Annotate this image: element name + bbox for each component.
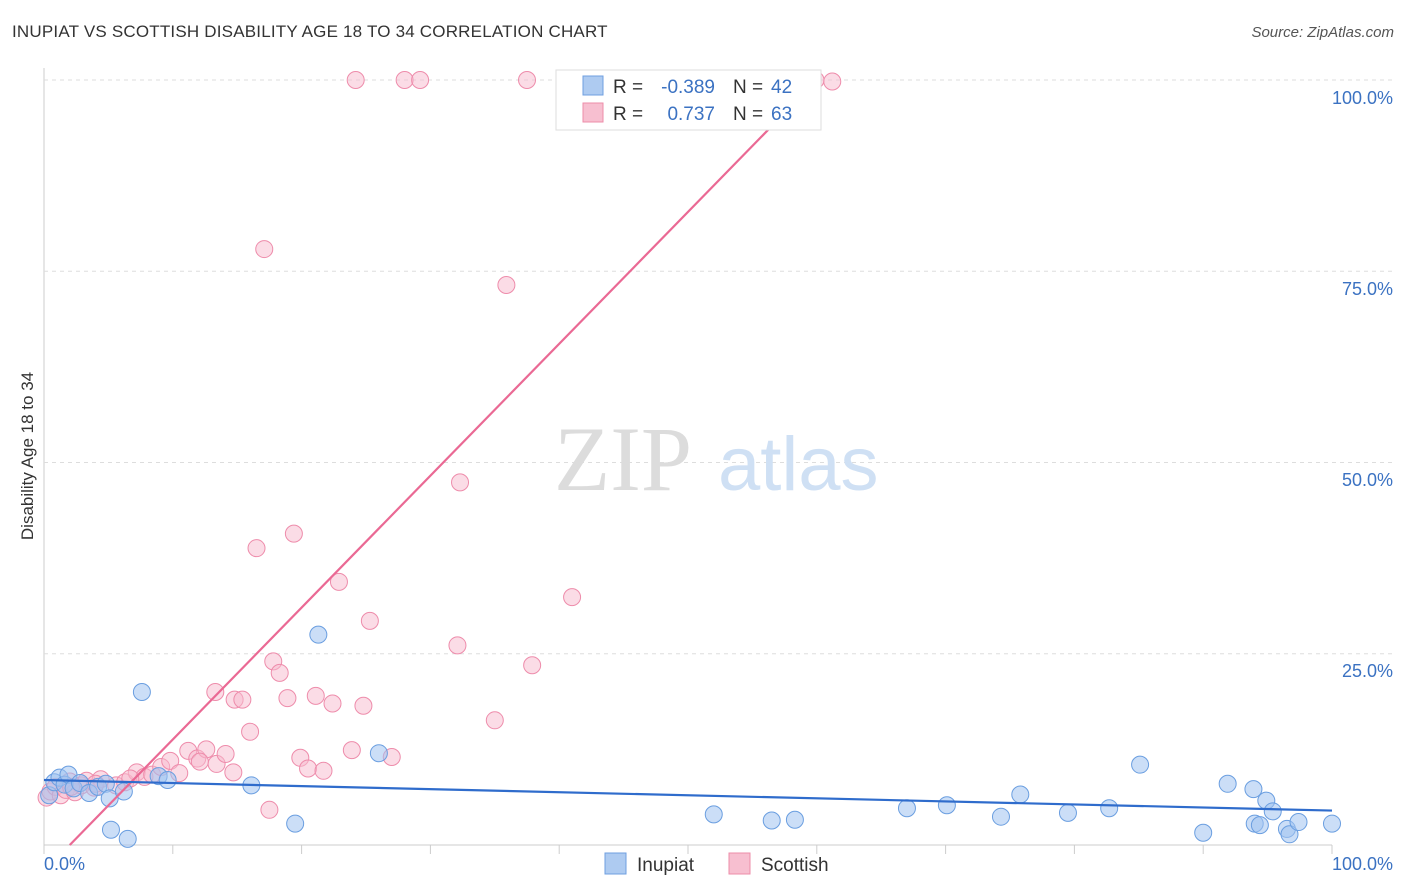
scottish-point-43 bbox=[354, 696, 373, 715]
legend-r-value-scottish: 0.737 bbox=[667, 104, 715, 125]
inupiat-point-19 bbox=[309, 625, 328, 644]
x-ticks bbox=[43, 845, 1333, 854]
inupiat-point-21 bbox=[704, 805, 723, 824]
legend-n-value-inupiat: 42 bbox=[771, 77, 792, 98]
scottish-point-46 bbox=[448, 636, 467, 655]
bottom-legend-label-scottish[interactable]: Scottish bbox=[761, 855, 829, 876]
inupiat-point-30 bbox=[1131, 755, 1150, 774]
scottish-point-25 bbox=[206, 683, 225, 701]
scottish-point-30 bbox=[255, 240, 274, 259]
gridlines bbox=[44, 79, 1392, 655]
scottish-point-17 bbox=[161, 751, 180, 770]
legend-r-label-inupiat: R = bbox=[613, 77, 643, 98]
inupiat-point-28 bbox=[1058, 803, 1077, 822]
inupiat-point-11 bbox=[114, 782, 133, 801]
inupiat-point-32 bbox=[1218, 774, 1237, 793]
y-axis-label: Disability Age 18 to 34 bbox=[18, 372, 37, 540]
inupiat-point-25 bbox=[937, 796, 956, 815]
scottish-point-53 bbox=[395, 71, 414, 89]
scottish-point-24 bbox=[224, 763, 243, 782]
inupiat-point-20 bbox=[369, 744, 388, 763]
scottish-point-42 bbox=[342, 741, 361, 760]
scottish-point-40 bbox=[323, 694, 342, 713]
inupiat-point-37 bbox=[1263, 802, 1282, 821]
legend-swatch-inupiat bbox=[582, 75, 604, 96]
scottish-point-44 bbox=[360, 611, 379, 630]
inupiat-point-14 bbox=[132, 683, 151, 701]
scottish-point-29 bbox=[247, 539, 266, 558]
y-tick-label-75: 75.0% bbox=[1342, 279, 1393, 299]
series-legend: Inupiat Scottish bbox=[604, 852, 829, 876]
inupiat-point-18 bbox=[286, 814, 305, 833]
bottom-legend-label-inupiat[interactable]: Inupiat bbox=[637, 855, 695, 876]
inupiat-point-16 bbox=[158, 770, 177, 789]
chart-title: INUPIAT VS SCOTTISH DISABILITY AGE 18 TO… bbox=[12, 22, 608, 41]
inupiat-points bbox=[40, 625, 1341, 848]
scottish-point-54 bbox=[411, 71, 430, 89]
y-tick-label-100: 100.0% bbox=[1332, 88, 1393, 108]
source-label: Source: ZipAtlas.com bbox=[1251, 24, 1394, 41]
inupiat-point-29 bbox=[1100, 799, 1119, 818]
legend-r-value-inupiat: -0.389 bbox=[661, 77, 715, 98]
scottish-point-47 bbox=[451, 473, 470, 492]
scottish-point-62 bbox=[190, 752, 209, 771]
scottish-point-33 bbox=[270, 663, 289, 682]
legend-n-value-scottish: 63 bbox=[771, 104, 792, 125]
scottish-trendline bbox=[68, 79, 818, 846]
legend-n-label-scottish: N = bbox=[733, 104, 763, 125]
x-tick-label-100: 100.0% bbox=[1332, 854, 1393, 874]
scottish-point-51 bbox=[563, 588, 582, 607]
inupiat-point-12 bbox=[101, 820, 120, 839]
scottish-point-31 bbox=[260, 800, 279, 819]
legend-n-label-inupiat: N = bbox=[733, 77, 763, 98]
inupiat-trendline bbox=[43, 778, 1333, 812]
legend-swatch-scottish bbox=[582, 102, 604, 123]
y-tick-label-50: 50.0% bbox=[1342, 470, 1393, 490]
scottish-point-23 bbox=[216, 744, 235, 763]
inupiat-point-26 bbox=[991, 807, 1010, 826]
correlation-legend: R = -0.389 N = 42 R = 0.737 N = 63 bbox=[555, 69, 822, 131]
legend-r-label-scottish: R = bbox=[613, 104, 643, 125]
scottish-point-34 bbox=[278, 689, 297, 708]
inupiat-point-41 bbox=[1323, 814, 1341, 833]
scottish-point-49 bbox=[497, 276, 516, 295]
scottish-point-48 bbox=[485, 711, 504, 730]
inupiat-point-40 bbox=[1289, 813, 1308, 832]
inupiat-point-33 bbox=[1244, 780, 1263, 799]
bottom-legend-swatch-inupiat[interactable] bbox=[604, 852, 627, 875]
scottish-point-38 bbox=[306, 686, 325, 705]
inupiat-point-24 bbox=[897, 799, 916, 818]
inupiat-point-39 bbox=[1280, 825, 1299, 844]
inupiat-point-27 bbox=[1011, 785, 1030, 804]
scottish-point-55 bbox=[518, 71, 536, 89]
inupiat-point-22 bbox=[762, 811, 781, 830]
bottom-legend-swatch-scottish[interactable] bbox=[728, 852, 751, 875]
watermark-zip: ZIP bbox=[554, 408, 692, 510]
scottish-point-37 bbox=[299, 759, 318, 778]
scottish-point-27 bbox=[233, 690, 252, 709]
scottish-point-28 bbox=[241, 722, 260, 741]
scottish-point-41 bbox=[329, 572, 348, 591]
inupiat-point-35 bbox=[1250, 816, 1269, 835]
scottish-point-52 bbox=[346, 71, 365, 89]
inupiat-point-31 bbox=[1194, 823, 1213, 842]
y-tick-label-25: 25.0% bbox=[1342, 661, 1393, 681]
scottish-point-39 bbox=[314, 761, 333, 780]
inupiat-point-13 bbox=[118, 829, 137, 848]
scottish-point-58 bbox=[823, 72, 842, 91]
scottish-point-50 bbox=[523, 656, 542, 675]
inupiat-point-23 bbox=[785, 810, 804, 829]
scottish-point-35 bbox=[284, 524, 303, 543]
x-tick-label-0: 0.0% bbox=[44, 854, 85, 874]
watermark-atlas: atlas bbox=[718, 422, 879, 507]
